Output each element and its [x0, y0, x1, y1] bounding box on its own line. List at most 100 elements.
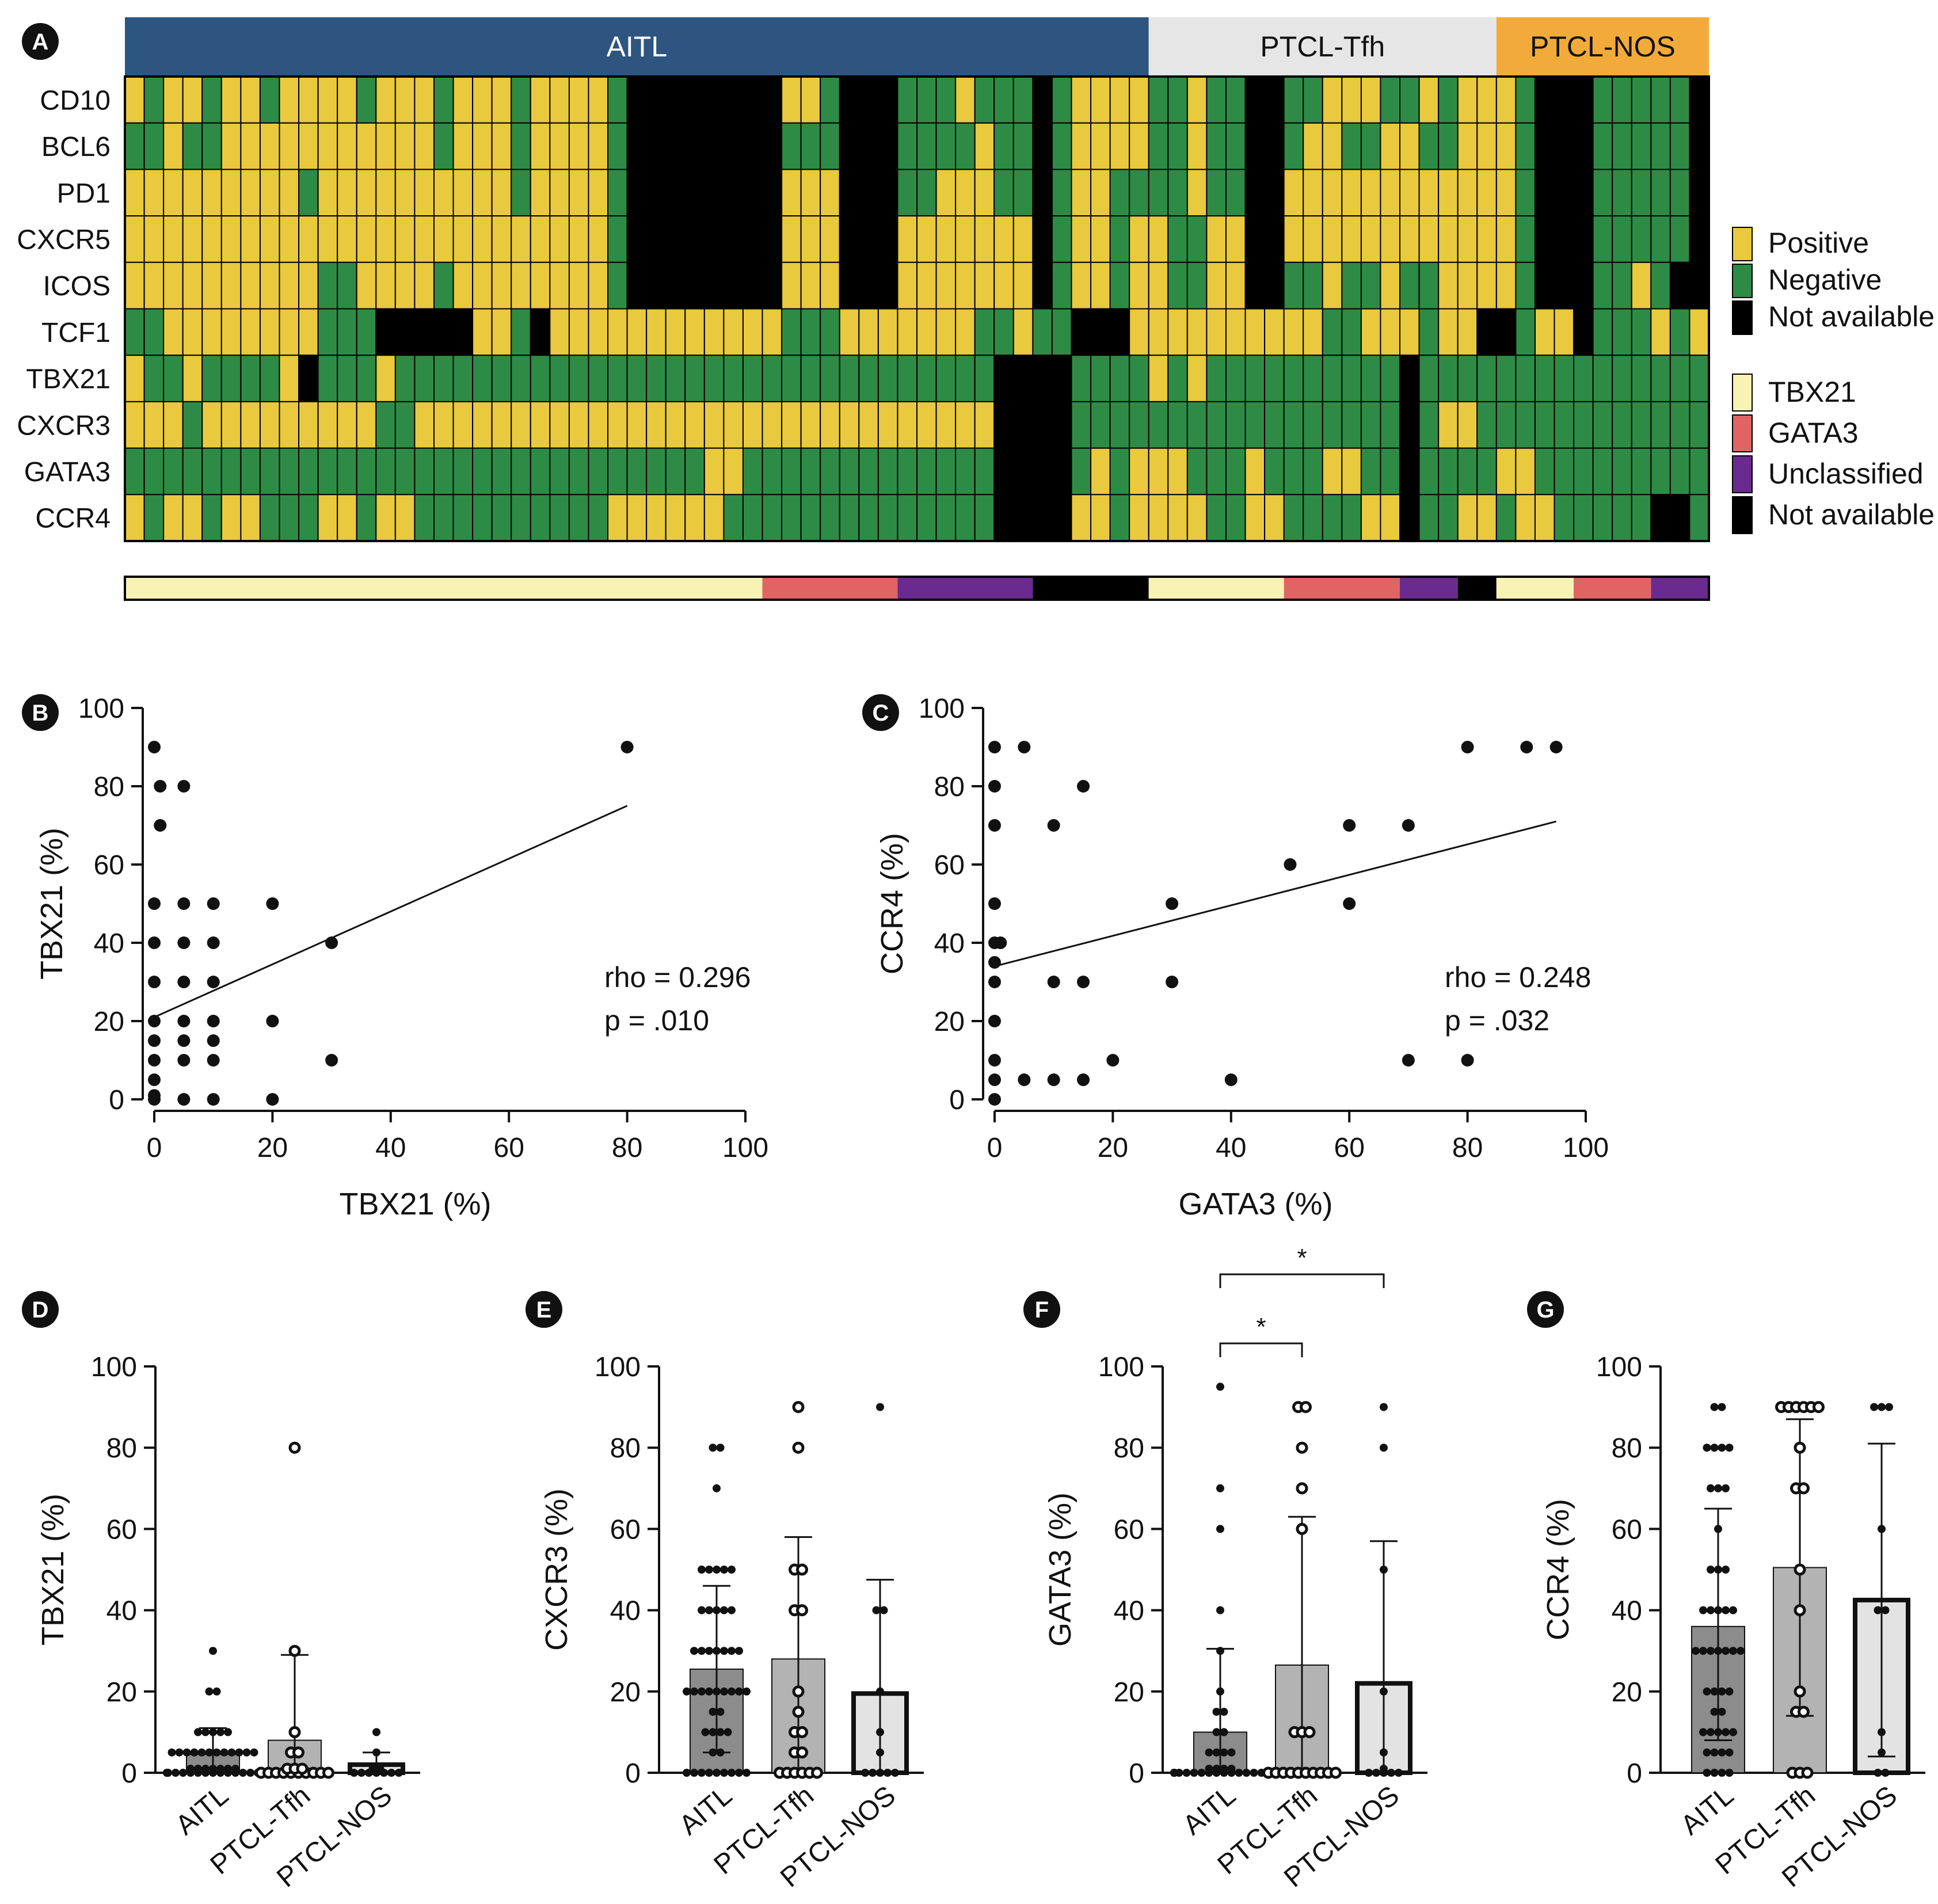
- heatmap-cell-tcf1-30: [684, 308, 705, 356]
- data-point: [1077, 1073, 1090, 1086]
- heatmap-cell-gata3-16: [414, 447, 435, 496]
- heatmap-cell-bcl6-76: [1573, 122, 1594, 170]
- y-axis-label: GATA3 (%): [1043, 1492, 1077, 1647]
- heatmap-cell-gata3-23: [549, 447, 570, 496]
- heatmap-cell-cxcr5-68: [1418, 215, 1440, 263]
- heatmap-cell-gata3-39: [858, 447, 879, 496]
- y-tick-label: 60: [610, 1514, 641, 1545]
- heatmap-cell-icos-41: [897, 261, 917, 310]
- data-point-aitl: [698, 1606, 706, 1614]
- data-point-aitl: [690, 1647, 698, 1655]
- heatmap-cell-tcf1-76: [1573, 308, 1594, 356]
- heatmap-cell-icos-34: [762, 261, 783, 310]
- data-point-aitl: [182, 1748, 191, 1757]
- heatmap-cell-pd1-5: [201, 169, 222, 217]
- data-point: [207, 976, 220, 988]
- heatmap-cell-cxcr5-79: [1631, 215, 1652, 263]
- x-tick-label-aitl: AITL: [673, 1780, 738, 1841]
- data-point: [266, 1015, 279, 1027]
- heatmap-cell-cxcr5-73: [1515, 215, 1536, 263]
- y-tick-label: 100: [919, 694, 965, 724]
- heatmap-cell-pd1-37: [820, 169, 840, 217]
- data-point-aitl: [709, 1748, 717, 1757]
- heatmap-cell-ccr4-47: [1012, 494, 1034, 542]
- heatmap-cell-cd10-30: [684, 76, 705, 124]
- heatmap-cell-ccr4-38: [839, 494, 860, 542]
- heatmap-cell-cxcr5-66: [1380, 215, 1401, 263]
- data-point-aitl: [194, 1764, 202, 1773]
- regression-line: [994, 820, 1557, 968]
- row-label-cd10: CD10: [40, 85, 111, 116]
- heatmap-cell-tbx21-51: [1090, 355, 1111, 402]
- heatmap-cell-tcf1-27: [626, 308, 648, 356]
- heatmap-cell-cxcr3-46: [993, 401, 1014, 449]
- heatmap-cell-icos-23: [549, 261, 570, 310]
- heatmap-cell-ccr4-18: [452, 494, 474, 542]
- heatmap-cell-tbx21-50: [1071, 355, 1092, 402]
- heatmap-cell-tbx21-72: [1495, 355, 1517, 402]
- data-point-ptcl-nos: [1878, 1748, 1886, 1757]
- legend-status: Positive Negative Not available: [1732, 227, 1935, 335]
- heatmap-cell-bcl6-37: [820, 122, 840, 170]
- data-point: [1461, 741, 1474, 753]
- data-point: [988, 780, 1001, 793]
- heatmap-cell-tcf1-51: [1090, 308, 1111, 356]
- heatmap-cell-pd1-68: [1418, 169, 1440, 217]
- heatmap-cell-gata3-54: [1148, 447, 1169, 496]
- heatmap-cell-bcl6-39: [858, 122, 879, 170]
- heatmap-cell-cxcr5-53: [1129, 215, 1149, 263]
- heatmap-cell-cxcr5-61: [1283, 215, 1304, 263]
- heatmap-cell-cxcr5-14: [375, 215, 396, 263]
- heatmap-cell-bcl6-72: [1495, 122, 1517, 170]
- heatmap-cell-gata3-46: [993, 447, 1014, 496]
- data-point-aitl: [724, 1728, 732, 1737]
- heatmap-cell-tbx21-66: [1380, 355, 1401, 402]
- heatmap-cell-cd10-80: [1650, 76, 1671, 124]
- data-point-aitl: [1710, 1708, 1719, 1716]
- data-point-aitl: [212, 1687, 221, 1696]
- heatmap-cell-cd10-39: [858, 76, 879, 124]
- data-point-aitl: [1707, 1566, 1715, 1574]
- heatmap-cell-pd1-4: [182, 169, 203, 217]
- legend-swatch-positive: [1732, 227, 1753, 261]
- data-point-aitl: [698, 1566, 706, 1574]
- heatmap-cell-bcl6-80: [1650, 122, 1671, 170]
- data-point-aitl: [1722, 1566, 1730, 1574]
- heatmap-cell-pd1-15: [394, 169, 416, 217]
- heatmap-cell-tcf1-32: [723, 308, 744, 356]
- heatmap-cell-cd10-64: [1341, 76, 1362, 124]
- data-point-ptcl-nos: [1395, 1769, 1403, 1777]
- data-point-aitl: [1710, 1769, 1719, 1777]
- data-point: [1520, 741, 1533, 753]
- heatmap-cell-bcl6-40: [877, 122, 898, 170]
- heatmap-cell-tbx21-17: [433, 355, 454, 402]
- data-point-aitl: [713, 1484, 721, 1492]
- heatmap-cell-bcl6-51: [1090, 122, 1111, 170]
- heatmap-cell-bcl6-61: [1283, 122, 1304, 170]
- heatmap-cell-tcf1-19: [472, 308, 493, 356]
- heatmap-cell-cxcr5-9: [279, 215, 300, 263]
- heatmap-cell-tbx21-19: [472, 355, 493, 402]
- data-point-aitl: [167, 1748, 176, 1757]
- heatmap-cell-gata3-12: [337, 447, 357, 496]
- heatmap-cell-pd1-21: [511, 169, 531, 217]
- heatmap-cell-cd10-46: [993, 76, 1014, 124]
- data-point-aitl: [1718, 1748, 1726, 1757]
- heatmap-cell-gata3-52: [1109, 447, 1130, 496]
- heatmap-cell-bcl6-8: [259, 122, 280, 170]
- heatmap-cell-icos-10: [298, 261, 319, 310]
- heatmap-cell-cxcr3-3: [163, 401, 184, 449]
- heatmap-cell-ccr4-7: [240, 494, 261, 542]
- y-tick-label: 100: [595, 1352, 641, 1383]
- heatmap-cell-ccr4-23: [549, 494, 570, 542]
- heatmap-cell-cd10-82: [1689, 76, 1709, 124]
- heatmap-cell-ccr4-51: [1090, 494, 1111, 542]
- y-tick-label: 20: [1114, 1677, 1144, 1708]
- heatmap-cell-gata3-35: [781, 447, 802, 496]
- data-point-aitl: [709, 1444, 717, 1452]
- legend-class-label-tbx21: TBX21: [1768, 376, 1856, 408]
- heatmap-cell-tcf1-21: [511, 308, 531, 356]
- heatmap-cell-ccr4-55: [1167, 494, 1188, 542]
